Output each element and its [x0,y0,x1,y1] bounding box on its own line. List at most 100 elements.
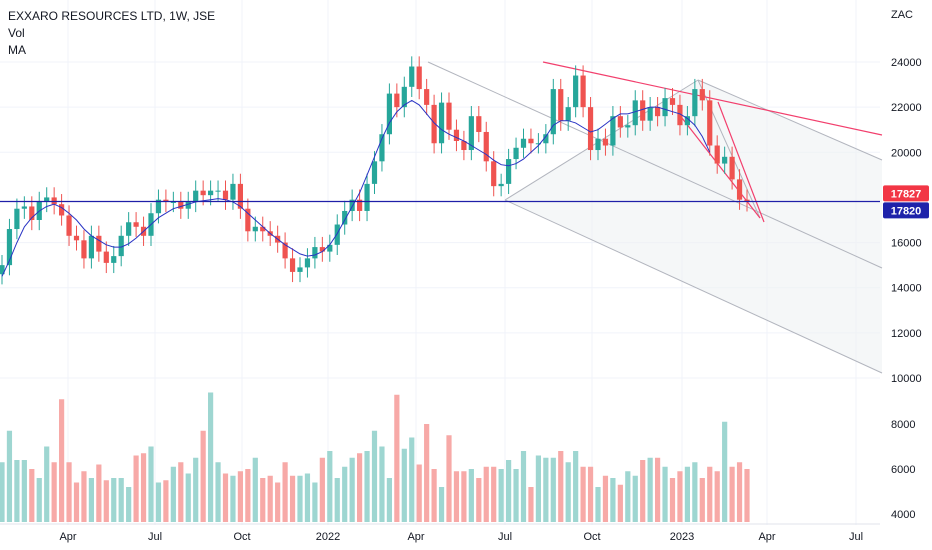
volume-bar [21,460,27,522]
volume-bar [401,448,407,522]
trend-line-red[interactable] [542,61,883,136]
x-tick-label: Oct [583,531,600,543]
candle-body [170,201,176,203]
volume-bars [0,392,750,522]
volume-bar [468,469,474,522]
volume-bar [148,446,154,522]
candle-body [699,89,705,101]
candle-body [66,215,72,236]
candle-body [6,229,13,266]
candle-body [386,93,392,135]
volume-bar [126,487,132,522]
candle-body [424,89,430,105]
volume-bar [133,455,139,522]
volume-bar [483,466,489,522]
candle-body [215,190,221,192]
volume-bar [580,466,586,522]
volume-bar [491,466,497,522]
volume-bar [640,460,646,522]
volume-bar [587,466,594,522]
candle-body [655,107,661,117]
y-tick-label: 14000 [891,283,922,295]
volume-bar [744,469,750,522]
candle-body [379,134,385,162]
volume-bar [386,478,392,522]
volume-bar [267,475,273,522]
volume-bar [684,466,690,522]
candle-body [103,251,109,263]
x-tick-label: 2023 [670,531,694,543]
candle-body [595,138,601,151]
candle-body [558,89,564,121]
ma-indicator-label[interactable]: MA [8,43,26,57]
candle-body [431,104,437,144]
volume-bar [535,455,541,522]
volume-bar [103,480,109,522]
last-price-tag [883,185,929,202]
candle-body [744,199,750,202]
volume-bar [371,430,378,522]
volume-bar [230,475,236,522]
volume-bar [424,424,430,522]
candle-body [334,224,340,245]
candle-body [535,143,541,145]
candle-body [729,156,735,180]
volume-bar [275,482,281,522]
candle-body [632,100,638,126]
volume-bar [528,487,534,522]
candle-body [185,201,191,209]
volume-bar [379,446,385,522]
volume-bar [520,451,527,522]
candle-body [610,116,616,146]
candle-body [625,125,631,128]
volume-bar [73,482,80,522]
x-tick-label: Apr [59,531,76,543]
candle-body [245,208,251,232]
volume-bar [51,462,57,522]
volume-indicator-label[interactable]: Vol [8,26,25,40]
volume-bar [707,466,713,522]
pitchfork-upper-line[interactable] [697,79,883,161]
candle-body [662,98,668,117]
volume-bar [260,478,266,522]
volume-bar [304,473,311,522]
candle-body [677,104,683,126]
volume-bar [431,469,437,522]
candle-body [587,107,594,151]
channel-median-line[interactable] [427,61,883,269]
volume-bar [81,471,87,522]
candle-body [282,242,288,259]
candle-body [21,206,27,209]
volume-bar [655,457,661,522]
candle-body [468,116,474,151]
x-tick-label: 2022 [316,531,340,543]
candle-body [0,265,5,275]
candle-body [252,226,258,232]
horizontal-line[interactable]: 17827 17820 [0,185,929,219]
volume-bar [446,435,452,522]
candle-body [14,208,20,230]
candle-body [312,247,318,259]
x-tick-label: Oct [233,531,250,543]
volume-bar [282,462,288,522]
y-tick-label: 10000 [891,373,922,385]
symbol-title[interactable]: EXXARO RESOURCES LTD, 1W, JSE [8,9,216,23]
volume-bar [506,460,512,522]
ma-line [1,99,711,277]
volume-bar [88,478,94,522]
volume-bar [36,478,42,522]
volume-bar [237,471,243,522]
candle-body [200,190,206,196]
volume-bar [550,457,556,522]
candle-body [520,138,527,148]
volume-bar [312,482,318,522]
candle-body [513,147,519,160]
volume-bar [662,466,668,522]
candle-body [59,204,65,216]
y-tick-label: 16000 [891,238,922,250]
volume-bar [327,451,333,522]
x-tick-label: Apr [758,531,775,543]
pitchfork-lower-line[interactable] [504,199,883,374]
volume-bar [513,469,519,522]
